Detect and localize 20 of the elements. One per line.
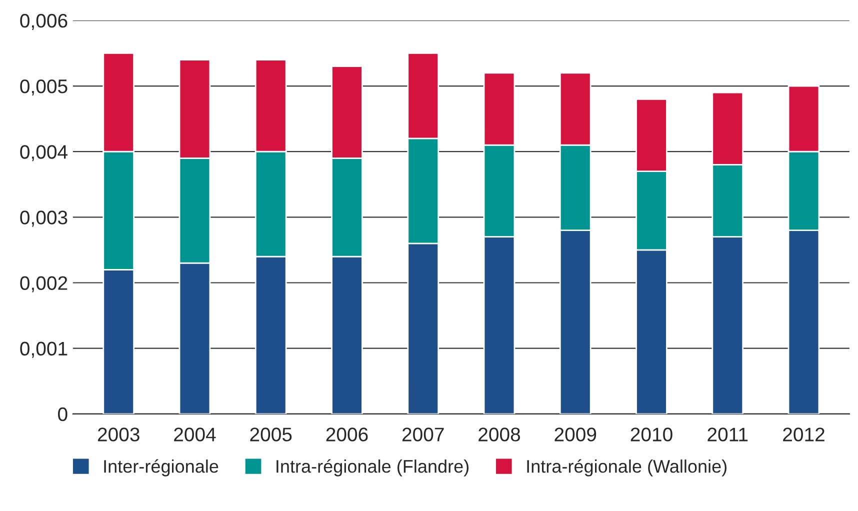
y-tick-label: 0,005 (20, 79, 68, 96)
x-tick-label: 2010 (630, 428, 672, 442)
x-tick-label: 2011 (708, 428, 748, 442)
y-tick-label: 0,001 (20, 342, 68, 358)
legend-label: Intra-régionale (Wallonie) (527, 459, 726, 476)
legend-label: Intra-régionale (Flandre) (276, 459, 468, 476)
y-tick-label: 0,004 (20, 145, 68, 162)
y-tick-label: 0,003 (20, 210, 68, 227)
x-tick-label: 2009 (554, 428, 596, 442)
x-tick-label: 2006 (326, 428, 368, 442)
y-tick-label: 0,002 (20, 276, 68, 292)
x-tick-label: 2004 (174, 428, 216, 442)
x-tick-label: 2003 (98, 428, 140, 442)
x-tick-label: 2007 (402, 428, 444, 442)
x-tick-label: 2012 (783, 428, 824, 442)
y-tick-label: 0,006 (20, 14, 68, 30)
y-tick-label: 0 (58, 407, 68, 422)
x-tick-label: 2008 (478, 428, 520, 442)
x-tick-label: 2005 (250, 428, 292, 442)
legend-label: Inter-régionale (104, 459, 218, 476)
